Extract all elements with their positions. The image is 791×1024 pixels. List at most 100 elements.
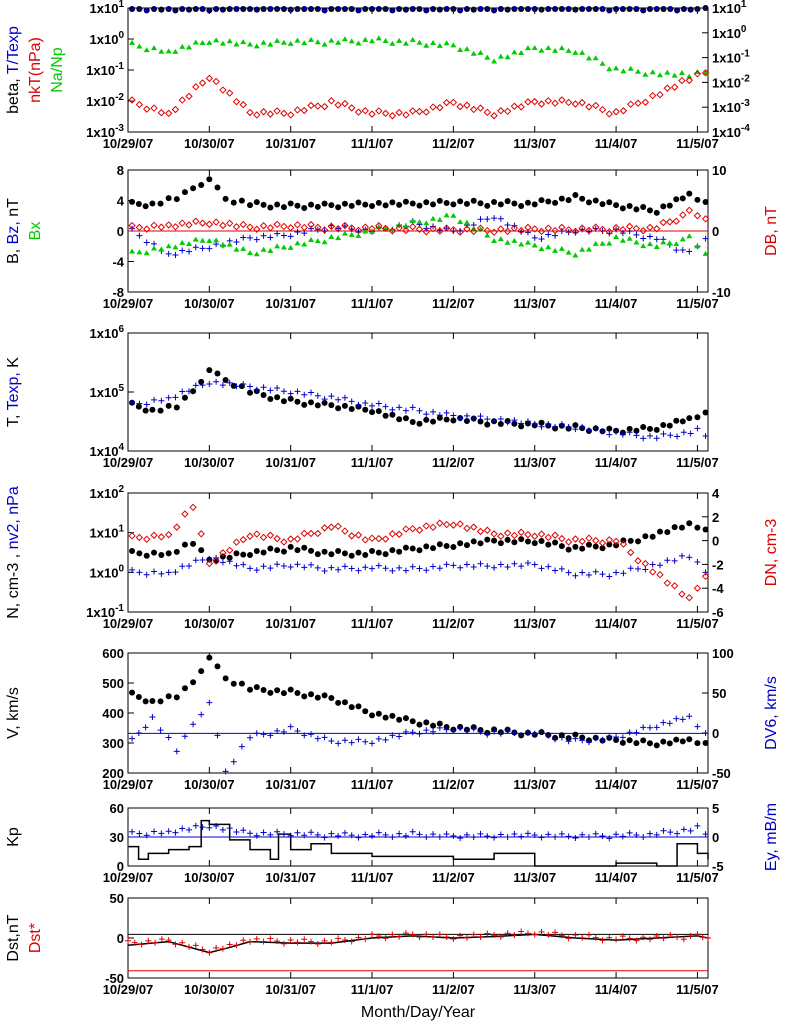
data-point (571, 535, 580, 543)
data-point (605, 536, 614, 544)
data-point (389, 931, 396, 938)
data-point (649, 561, 656, 568)
y-tick-label-left: 1x10-1 (86, 61, 124, 78)
data-point (219, 221, 227, 230)
x-tick-label: 10/31/07 (265, 455, 316, 470)
data-point (301, 693, 308, 700)
data-point (286, 224, 295, 232)
data-point (362, 738, 369, 745)
data-point (666, 202, 673, 209)
data-point (219, 86, 227, 94)
data-point (267, 545, 274, 552)
data-point (165, 569, 172, 576)
data-point (565, 735, 572, 742)
data-point (206, 381, 213, 388)
data-point (267, 935, 274, 942)
x-tick-label: 11/3/07 (513, 982, 556, 997)
data-point (259, 533, 268, 542)
data-point (504, 834, 511, 841)
data-point (308, 225, 315, 232)
data-point (192, 83, 200, 91)
data-point (199, 946, 206, 953)
data-point (442, 520, 451, 529)
y-axis-label-right: DB, nT (763, 206, 780, 256)
data-point (627, 65, 634, 71)
data-point (247, 389, 254, 396)
data-point (165, 693, 172, 700)
data-point (266, 224, 275, 232)
data-point (491, 728, 498, 735)
data-point (599, 545, 606, 552)
y-tick-label-right: 0 (712, 534, 719, 549)
data-point (641, 559, 650, 568)
y-tick-label-left: 1x100 (90, 30, 125, 47)
data-point (260, 938, 267, 945)
data-point (192, 244, 199, 251)
data-point (293, 221, 302, 229)
series-nv2 (129, 552, 709, 580)
data-point (470, 6, 477, 13)
data-point (314, 551, 321, 558)
data-point (579, 569, 586, 576)
data-point (491, 537, 498, 544)
data-point (517, 103, 525, 111)
data-point (416, 547, 423, 554)
data-point (280, 398, 287, 405)
data-point (491, 58, 498, 64)
data-point (423, 719, 430, 726)
data-point (239, 220, 247, 229)
data-point (341, 36, 348, 42)
data-point (164, 221, 173, 229)
data-point (483, 108, 491, 117)
data-point (702, 235, 709, 242)
data-point (240, 937, 247, 944)
data-point (572, 49, 579, 55)
data-point (640, 7, 647, 14)
data-point (477, 216, 484, 223)
data-point (430, 563, 437, 570)
data-point (585, 226, 593, 235)
data-point (484, 232, 491, 238)
data-point (491, 215, 498, 222)
data-point (531, 832, 538, 839)
data-point (280, 728, 287, 735)
data-point (545, 563, 552, 570)
data-point (545, 45, 552, 51)
data-point (538, 246, 545, 252)
data-point (477, 560, 484, 567)
data-point (341, 527, 349, 535)
data-point (613, 734, 620, 740)
data-point (524, 559, 531, 566)
data-point (260, 392, 267, 399)
data-point (436, 6, 443, 13)
data-point (214, 732, 221, 739)
data-point (592, 735, 599, 742)
data-point (497, 201, 504, 208)
data-point (443, 830, 450, 837)
data-point (308, 36, 315, 42)
data-point (484, 930, 491, 937)
data-point (456, 102, 464, 111)
series-t-texp (129, 5, 709, 14)
data-point (189, 503, 197, 512)
data-point (619, 933, 626, 940)
data-point (301, 401, 308, 408)
x-tick-label: 10/30/07 (184, 455, 235, 470)
data-point (375, 400, 382, 407)
x-tick-label: 11/1/07 (351, 777, 394, 792)
data-point (253, 730, 260, 737)
data-point (213, 823, 220, 830)
data-point (673, 241, 680, 247)
data-point (348, 406, 355, 413)
data-point (667, 432, 674, 439)
data-point (165, 195, 172, 202)
data-point (192, 382, 199, 389)
data-point (232, 97, 241, 106)
data-point (327, 523, 336, 531)
y-tick-label-left: 30 (110, 830, 124, 845)
data-point (634, 557, 642, 565)
data-point (157, 698, 164, 705)
data-point (135, 100, 144, 109)
data-point (660, 827, 667, 834)
data-point (389, 567, 396, 574)
